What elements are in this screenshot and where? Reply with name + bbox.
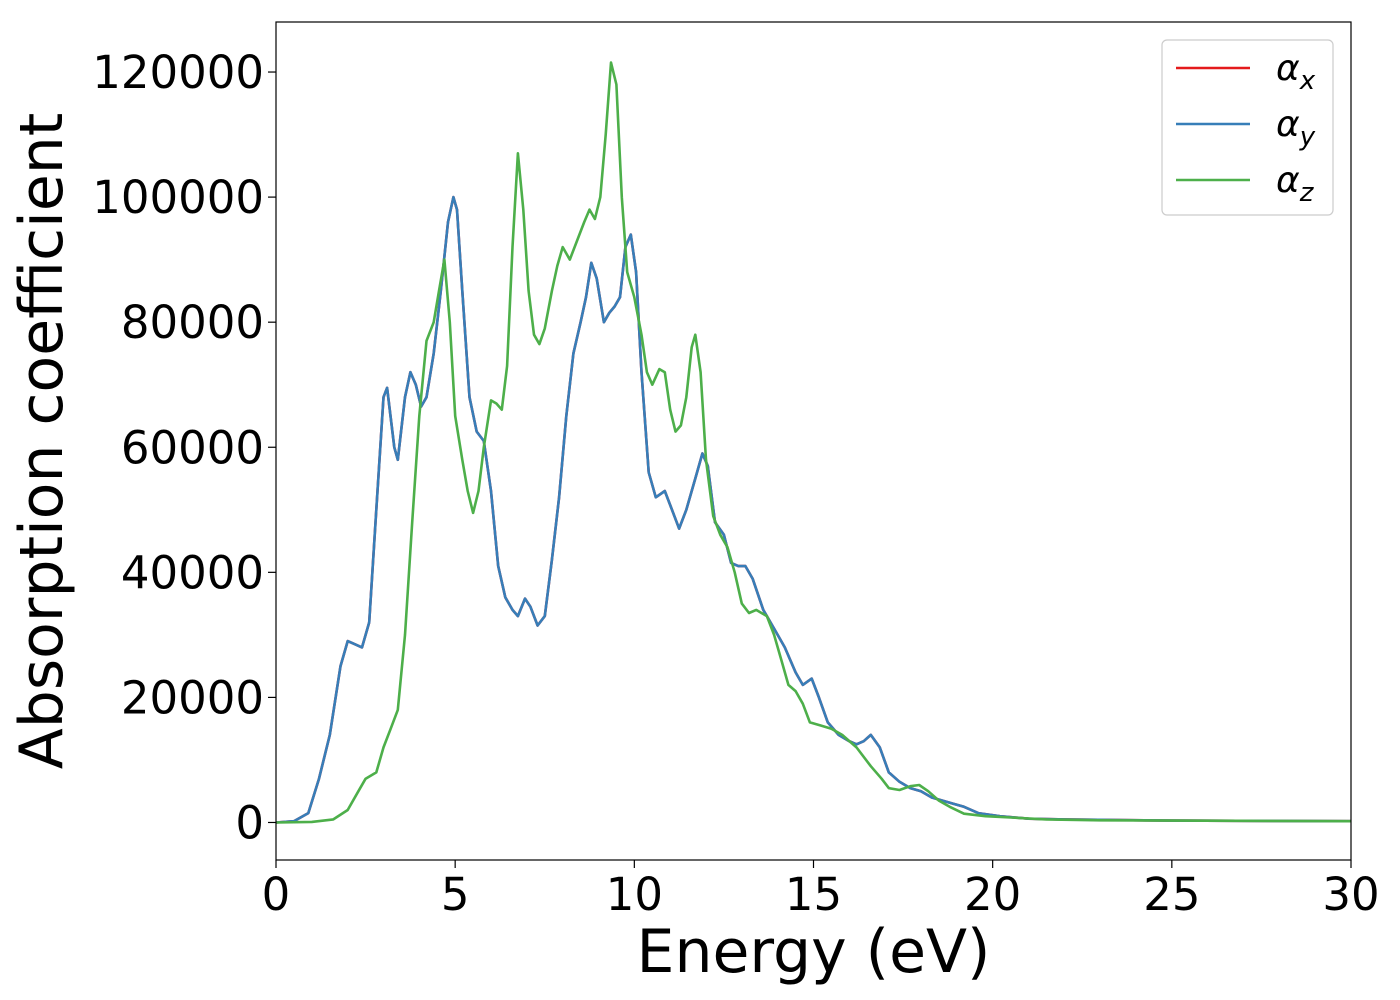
series-line-alpha-z — [275, 61, 1352, 824]
y-tick-label: 20000 — [121, 671, 264, 724]
legend-box — [1161, 39, 1334, 216]
legend-symbol: α — [1276, 48, 1300, 89]
y-tick-label: 120000 — [92, 46, 264, 99]
x-tick-label: 0 — [262, 868, 291, 921]
x-tick-label: 30 — [1322, 868, 1379, 921]
y-tick-label: 40000 — [121, 546, 264, 599]
x-axis-label: Energy (eV) — [637, 917, 991, 987]
x-tick-label: 20 — [964, 868, 1021, 921]
legend-label-alpha-z: αz — [1276, 160, 1315, 208]
y-tick-label: 0 — [235, 796, 264, 849]
series-line-alpha-y — [275, 195, 1352, 824]
legend-symbol: α — [1276, 104, 1300, 145]
y-axis-label: Absorption coefficient — [7, 113, 77, 770]
legend-subscript: z — [1299, 178, 1315, 208]
x-tick-label: 25 — [1143, 868, 1200, 921]
legend-label-alpha-x: αx — [1276, 48, 1316, 96]
x-tick-label: 5 — [441, 868, 470, 921]
x-axis: 0 5 10 15 20 25 30 — [262, 860, 1380, 921]
series-layer — [275, 61, 1352, 824]
legend-symbol: α — [1276, 160, 1300, 201]
x-tick-label: 15 — [785, 868, 842, 921]
y-axis: 0 20000 40000 60000 80000 100000 120000 — [92, 46, 276, 849]
x-tick-label: 10 — [606, 868, 663, 921]
legend-label-alpha-y: αy — [1276, 104, 1316, 152]
y-tick-label: 60000 — [121, 421, 264, 474]
legend-subscript: y — [1299, 122, 1316, 152]
y-tick-label: 100000 — [92, 171, 264, 224]
y-tick-label: 80000 — [121, 296, 264, 349]
legend-subscript: x — [1299, 66, 1316, 96]
